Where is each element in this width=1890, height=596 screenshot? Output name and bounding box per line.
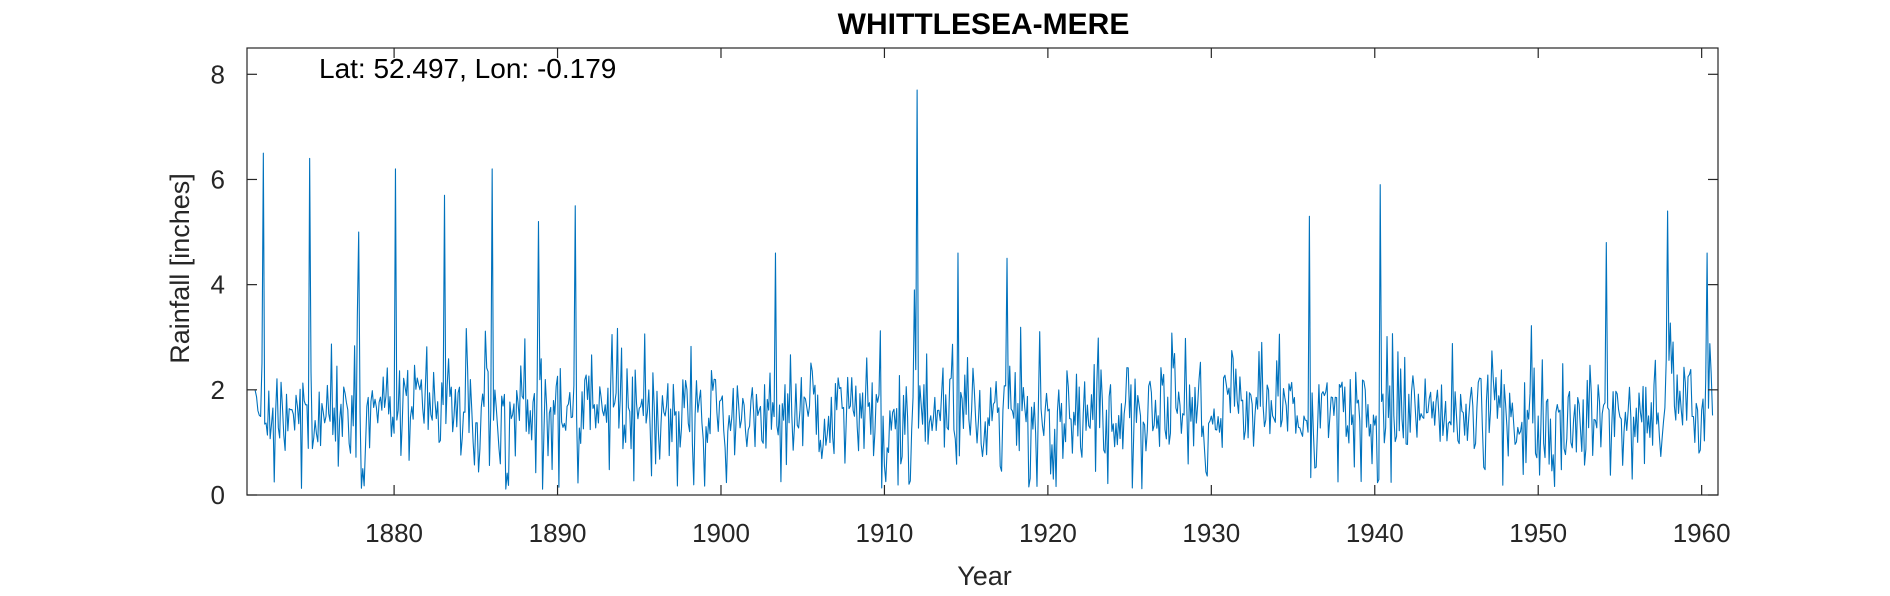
axes-box — [246, 47, 1719, 496]
y-axis-label: Rainfall [inches] — [165, 173, 195, 364]
x-tick-label: 1960 — [1673, 518, 1731, 548]
location-annotation: Lat: 52.497, Lon: -0.179 — [319, 53, 616, 84]
text-layer: WHITTLESEA-MERE Lat: 52.497, Lon: -0.179… — [165, 8, 1129, 591]
x-tick-label: 1920 — [1019, 518, 1077, 548]
x-tick-label: 1880 — [365, 518, 423, 548]
rainfall-series-line — [254, 89, 1714, 490]
series-layer — [254, 89, 1714, 490]
plot-background — [247, 48, 1718, 495]
x-tick-label: 1890 — [529, 518, 587, 548]
x-tick-label: 1940 — [1346, 518, 1404, 548]
x-tick-label: 1910 — [856, 518, 914, 548]
y-tick-label: 6 — [211, 164, 225, 194]
y-tick-label: 8 — [211, 59, 225, 89]
y-tick-label: 4 — [211, 270, 225, 300]
axes-layer: 1880 1890 1900 1910 1920 1930 1940 1950 1960 0 2 4 6… — [211, 47, 1731, 548]
x-tick-label: 1900 — [692, 518, 750, 548]
y-tick-label: 0 — [211, 480, 225, 510]
x-axis-label: Year — [957, 561, 1012, 591]
chart-title: WHITTLESEA-MERE — [838, 8, 1130, 41]
y-tick-label: 2 — [211, 375, 225, 405]
x-tick-label: 1950 — [1509, 518, 1567, 548]
plot-area — [247, 48, 1718, 495]
x-tick-label: 1930 — [1182, 518, 1240, 548]
